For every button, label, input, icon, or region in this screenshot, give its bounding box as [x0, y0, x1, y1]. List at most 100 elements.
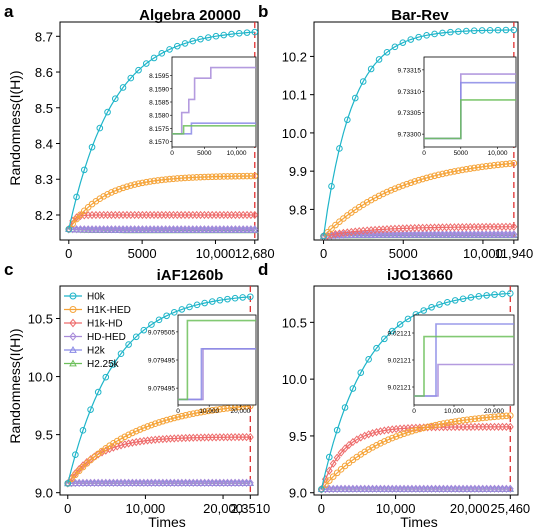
y-tick-label: 9.0 [35, 486, 53, 501]
y-tick-label: 9.5 [289, 429, 307, 444]
data-point [201, 408, 208, 415]
data-point [444, 419, 451, 427]
data-point [318, 486, 325, 493]
data-point [193, 409, 201, 417]
series-line [67, 436, 251, 484]
series-h0k [64, 293, 254, 487]
data-point [163, 312, 170, 320]
data-point [420, 424, 428, 432]
data-point [208, 407, 216, 414]
data-point [65, 225, 73, 233]
y-tick-label: 10.5 [282, 315, 307, 330]
x-tick-label: 10,000 [126, 501, 166, 516]
data-point [439, 170, 446, 178]
data-point [392, 433, 400, 440]
data-point [435, 171, 442, 179]
data-point [377, 440, 384, 447]
data-point [411, 178, 419, 185]
data-point [65, 225, 73, 234]
x-tick-label: 10,000 [463, 246, 503, 261]
data-point [482, 163, 490, 170]
data-point [163, 416, 170, 424]
legend-marker [69, 318, 77, 328]
inset-y-tick-label: 9.079495 [148, 386, 175, 393]
data-point [408, 427, 416, 435]
data-point [451, 297, 459, 304]
x-tick-label: 20,000 [450, 501, 490, 516]
data-point [228, 30, 235, 38]
data-point [443, 169, 450, 177]
data-point [320, 232, 327, 240]
data-point [365, 430, 373, 439]
data-point [142, 60, 150, 67]
data-point [186, 411, 193, 418]
data-point [466, 165, 474, 172]
inset-x-tick-label: 10,000 [488, 150, 508, 157]
data-point [487, 413, 494, 421]
data-point [483, 414, 490, 421]
data-point [478, 163, 486, 171]
inset-series-line [172, 125, 256, 135]
data-point [73, 215, 80, 223]
data-point [407, 36, 415, 43]
data-point [80, 207, 88, 215]
data-point [123, 183, 131, 190]
data-point [459, 166, 466, 174]
data-point [494, 26, 502, 34]
data-point [357, 369, 365, 376]
data-point [325, 466, 333, 475]
data-point [127, 74, 135, 82]
inset-y-tick-label: 9.73300 [398, 132, 422, 139]
data-point [341, 404, 349, 411]
series-line [68, 175, 255, 230]
data-point [475, 415, 483, 422]
inset-y-tick-label: 8.1585 [149, 100, 169, 107]
data-point [341, 462, 349, 470]
data-point [170, 309, 178, 316]
data-point [247, 293, 254, 301]
data-point [178, 412, 186, 420]
data-point [491, 413, 498, 421]
data-point [235, 172, 243, 180]
inset-plot: 0 5000 10,000 8.1570 8.1575 8.1580 8.1585 8.159… [149, 56, 257, 157]
data-point [251, 225, 259, 234]
data-point [243, 29, 251, 36]
data-point [391, 185, 399, 192]
data-point [486, 26, 494, 34]
data-point [174, 413, 182, 421]
data-point [220, 405, 227, 413]
inset-y-tick-label: 8.1595 [149, 73, 169, 80]
data-point [423, 32, 430, 39]
data-point [510, 230, 518, 239]
data-point [224, 404, 231, 412]
data-point [396, 321, 404, 328]
data-point [111, 187, 119, 195]
series-h0k [320, 26, 518, 240]
data-point [467, 415, 475, 423]
data-point [189, 410, 197, 417]
inset-y-tick-label: 8.1570 [149, 139, 169, 146]
y-tick-label: 8.5 [35, 101, 53, 116]
series-h1k-hed [318, 412, 514, 493]
data-point [109, 443, 117, 452]
data-point [119, 184, 127, 192]
data-point [224, 295, 231, 303]
data-point [150, 177, 158, 185]
data-point [447, 28, 454, 36]
data-point [415, 33, 423, 41]
series-line [321, 488, 511, 490]
data-point [239, 294, 247, 301]
data-point [381, 335, 388, 343]
data-point [333, 426, 341, 434]
data-point [119, 84, 127, 91]
series-h0k [318, 290, 514, 493]
legend-label: H1K-HED [87, 305, 131, 316]
y-tick-label: 8.3 [35, 172, 53, 187]
data-point [224, 173, 231, 180]
data-point [220, 173, 228, 180]
data-point [158, 176, 166, 184]
inset-y-tick-label: 9.02121 [388, 331, 412, 338]
data-point [336, 145, 343, 152]
data-point [428, 422, 435, 430]
inset-series-line [178, 348, 256, 401]
